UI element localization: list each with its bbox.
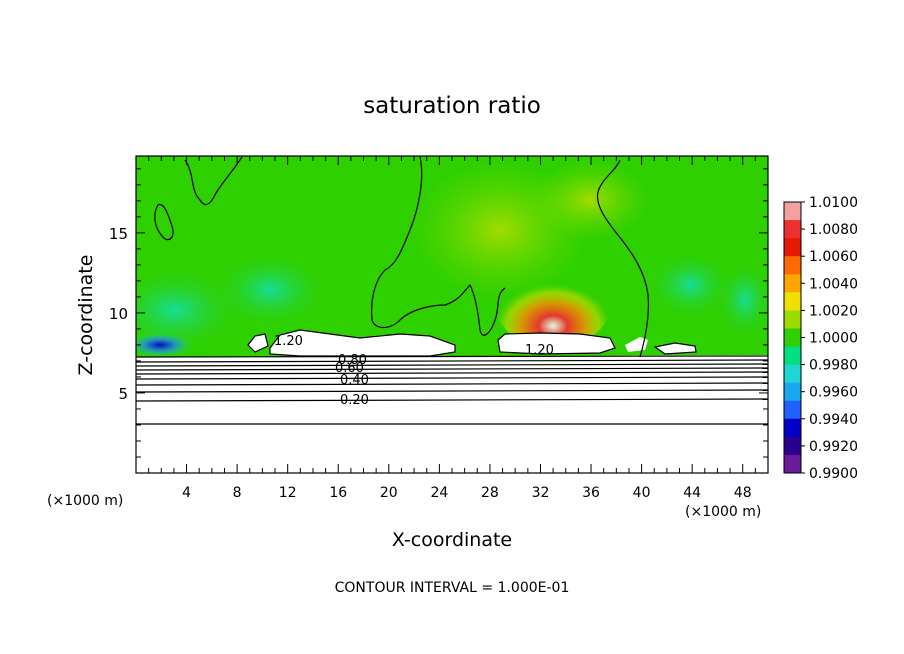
chart-title: saturation ratio [363, 93, 541, 119]
contour-line-1.0-center [370, 156, 506, 336]
contour-line-1.0-right [596, 159, 650, 358]
red-plume [495, 263, 611, 347]
colorbar-swatch [784, 274, 801, 293]
x-tick-label: 20 [380, 485, 398, 501]
colorbar-label: 0.9960 [809, 385, 858, 401]
y-axis-label: Z-coordinate [75, 255, 97, 376]
contour-cloud-outline-1 [269, 329, 456, 357]
colorbar-swatch [784, 454, 801, 474]
contour-lines [136, 156, 768, 425]
colorbar-label: 1.0020 [809, 303, 858, 319]
x-axis: 4 8 12 16 20 24 28 32 36 40 44 48 [148, 156, 756, 501]
contour-line-0.3 [136, 389, 768, 393]
x-tick-label: 4 [182, 485, 191, 501]
contour-line-0.8 [136, 363, 768, 367]
contour-cloud-outline-2 [497, 332, 616, 355]
x-unit-left: (×1000 m) [47, 493, 123, 509]
colorbar-swatch [784, 436, 801, 456]
contour-interval-footer: CONTOUR INTERVAL = 1.000E-01 [335, 580, 570, 596]
colorbar-label: 1.0040 [809, 276, 858, 292]
colorbar-swatch [784, 292, 801, 311]
contour-label: 0.40 [340, 373, 369, 388]
colorbar-swatch [784, 202, 801, 221]
colorbar-label: 0.9980 [809, 358, 858, 374]
x-tick-label: 40 [633, 485, 651, 501]
cloud-patch-1 [270, 330, 455, 356]
colorbar-label: 1.0080 [809, 222, 858, 238]
y-axis: 5 10 15 [109, 168, 768, 458]
x-tick-label: 24 [430, 485, 448, 501]
cloud-patch-4 [655, 343, 696, 354]
contour-label: 0.60 [335, 361, 364, 376]
heatmap-field [136, 156, 768, 473]
y-tick-label: 15 [109, 225, 128, 243]
contour-line-1.0-left [184, 156, 243, 206]
contour-line-0.6 [136, 371, 768, 375]
colorbar-swatch [784, 364, 801, 384]
x-tick-label: 44 [683, 485, 701, 501]
x-tick-label: 28 [481, 485, 499, 501]
colorbar-swatch [784, 220, 801, 239]
x-axis-label: X-coordinate [392, 529, 512, 551]
contour-line-0.9 [136, 359, 768, 363]
contour-line-0.7 [136, 367, 768, 371]
x-tick-label: 16 [329, 485, 347, 501]
contour-line-1.0-small [154, 203, 174, 241]
contour-label: 0.20 [340, 393, 369, 408]
x-tick-label: 48 [734, 485, 752, 501]
contour-line-0.5 [136, 376, 768, 380]
y-tick-label: 5 [118, 385, 128, 403]
colorbar-label: 0.9900 [809, 466, 858, 482]
cyan-region-far-right [715, 260, 768, 340]
x-tick-label: 36 [582, 485, 600, 501]
cyan-region-left2 [210, 250, 330, 330]
colorbar-swatch [784, 418, 801, 438]
colorbar-swatch [784, 346, 801, 366]
x-tick-label: 12 [279, 485, 297, 501]
x-tick-label: 8 [233, 485, 242, 501]
cloud-patch-5 [248, 334, 268, 352]
colorbar-swatch [784, 238, 801, 257]
x-tick-label: 32 [532, 485, 550, 501]
colorbar-label: 1.0060 [809, 249, 858, 265]
contour-label: 1.20 [525, 343, 554, 358]
contour-line-0.2 [136, 398, 768, 402]
cyan-region-right [645, 250, 735, 320]
colorbar-swatch [784, 400, 801, 420]
contour-cloud-outline-3 [653, 342, 697, 355]
contour-label: 0.80 [338, 353, 367, 368]
contour-line-0.4 [136, 382, 768, 386]
colorbar-label: 0.9920 [809, 439, 858, 455]
colorbar-swatch [784, 256, 801, 275]
upper-haze-right [530, 160, 650, 240]
contour-line-1.1 [136, 355, 768, 358]
colorbar-label: 0.9940 [809, 412, 858, 428]
blue-region-left [136, 333, 192, 357]
colorbar-swatch [784, 328, 801, 348]
contour-cloud-outline-4 [247, 333, 269, 353]
contour-label: 1.20 [274, 334, 303, 349]
colorbar: 1.0100 1.0080 1.0060 1.0040 1.0020 1.0000 0.99… [783, 195, 858, 482]
x-unit-right: (×1000 m) [685, 504, 761, 520]
y-tick-label: 10 [109, 305, 128, 323]
colorbar-swatch [784, 382, 801, 402]
colorbar-label: 1.0100 [809, 195, 858, 211]
colorbar-label: 1.0000 [809, 331, 858, 347]
cloud-patch-2 [498, 333, 615, 354]
contour-labels: 1.20 1.20 0.80 0.60 0.40 0.20 [274, 334, 554, 408]
colorbar-swatch [784, 310, 801, 329]
